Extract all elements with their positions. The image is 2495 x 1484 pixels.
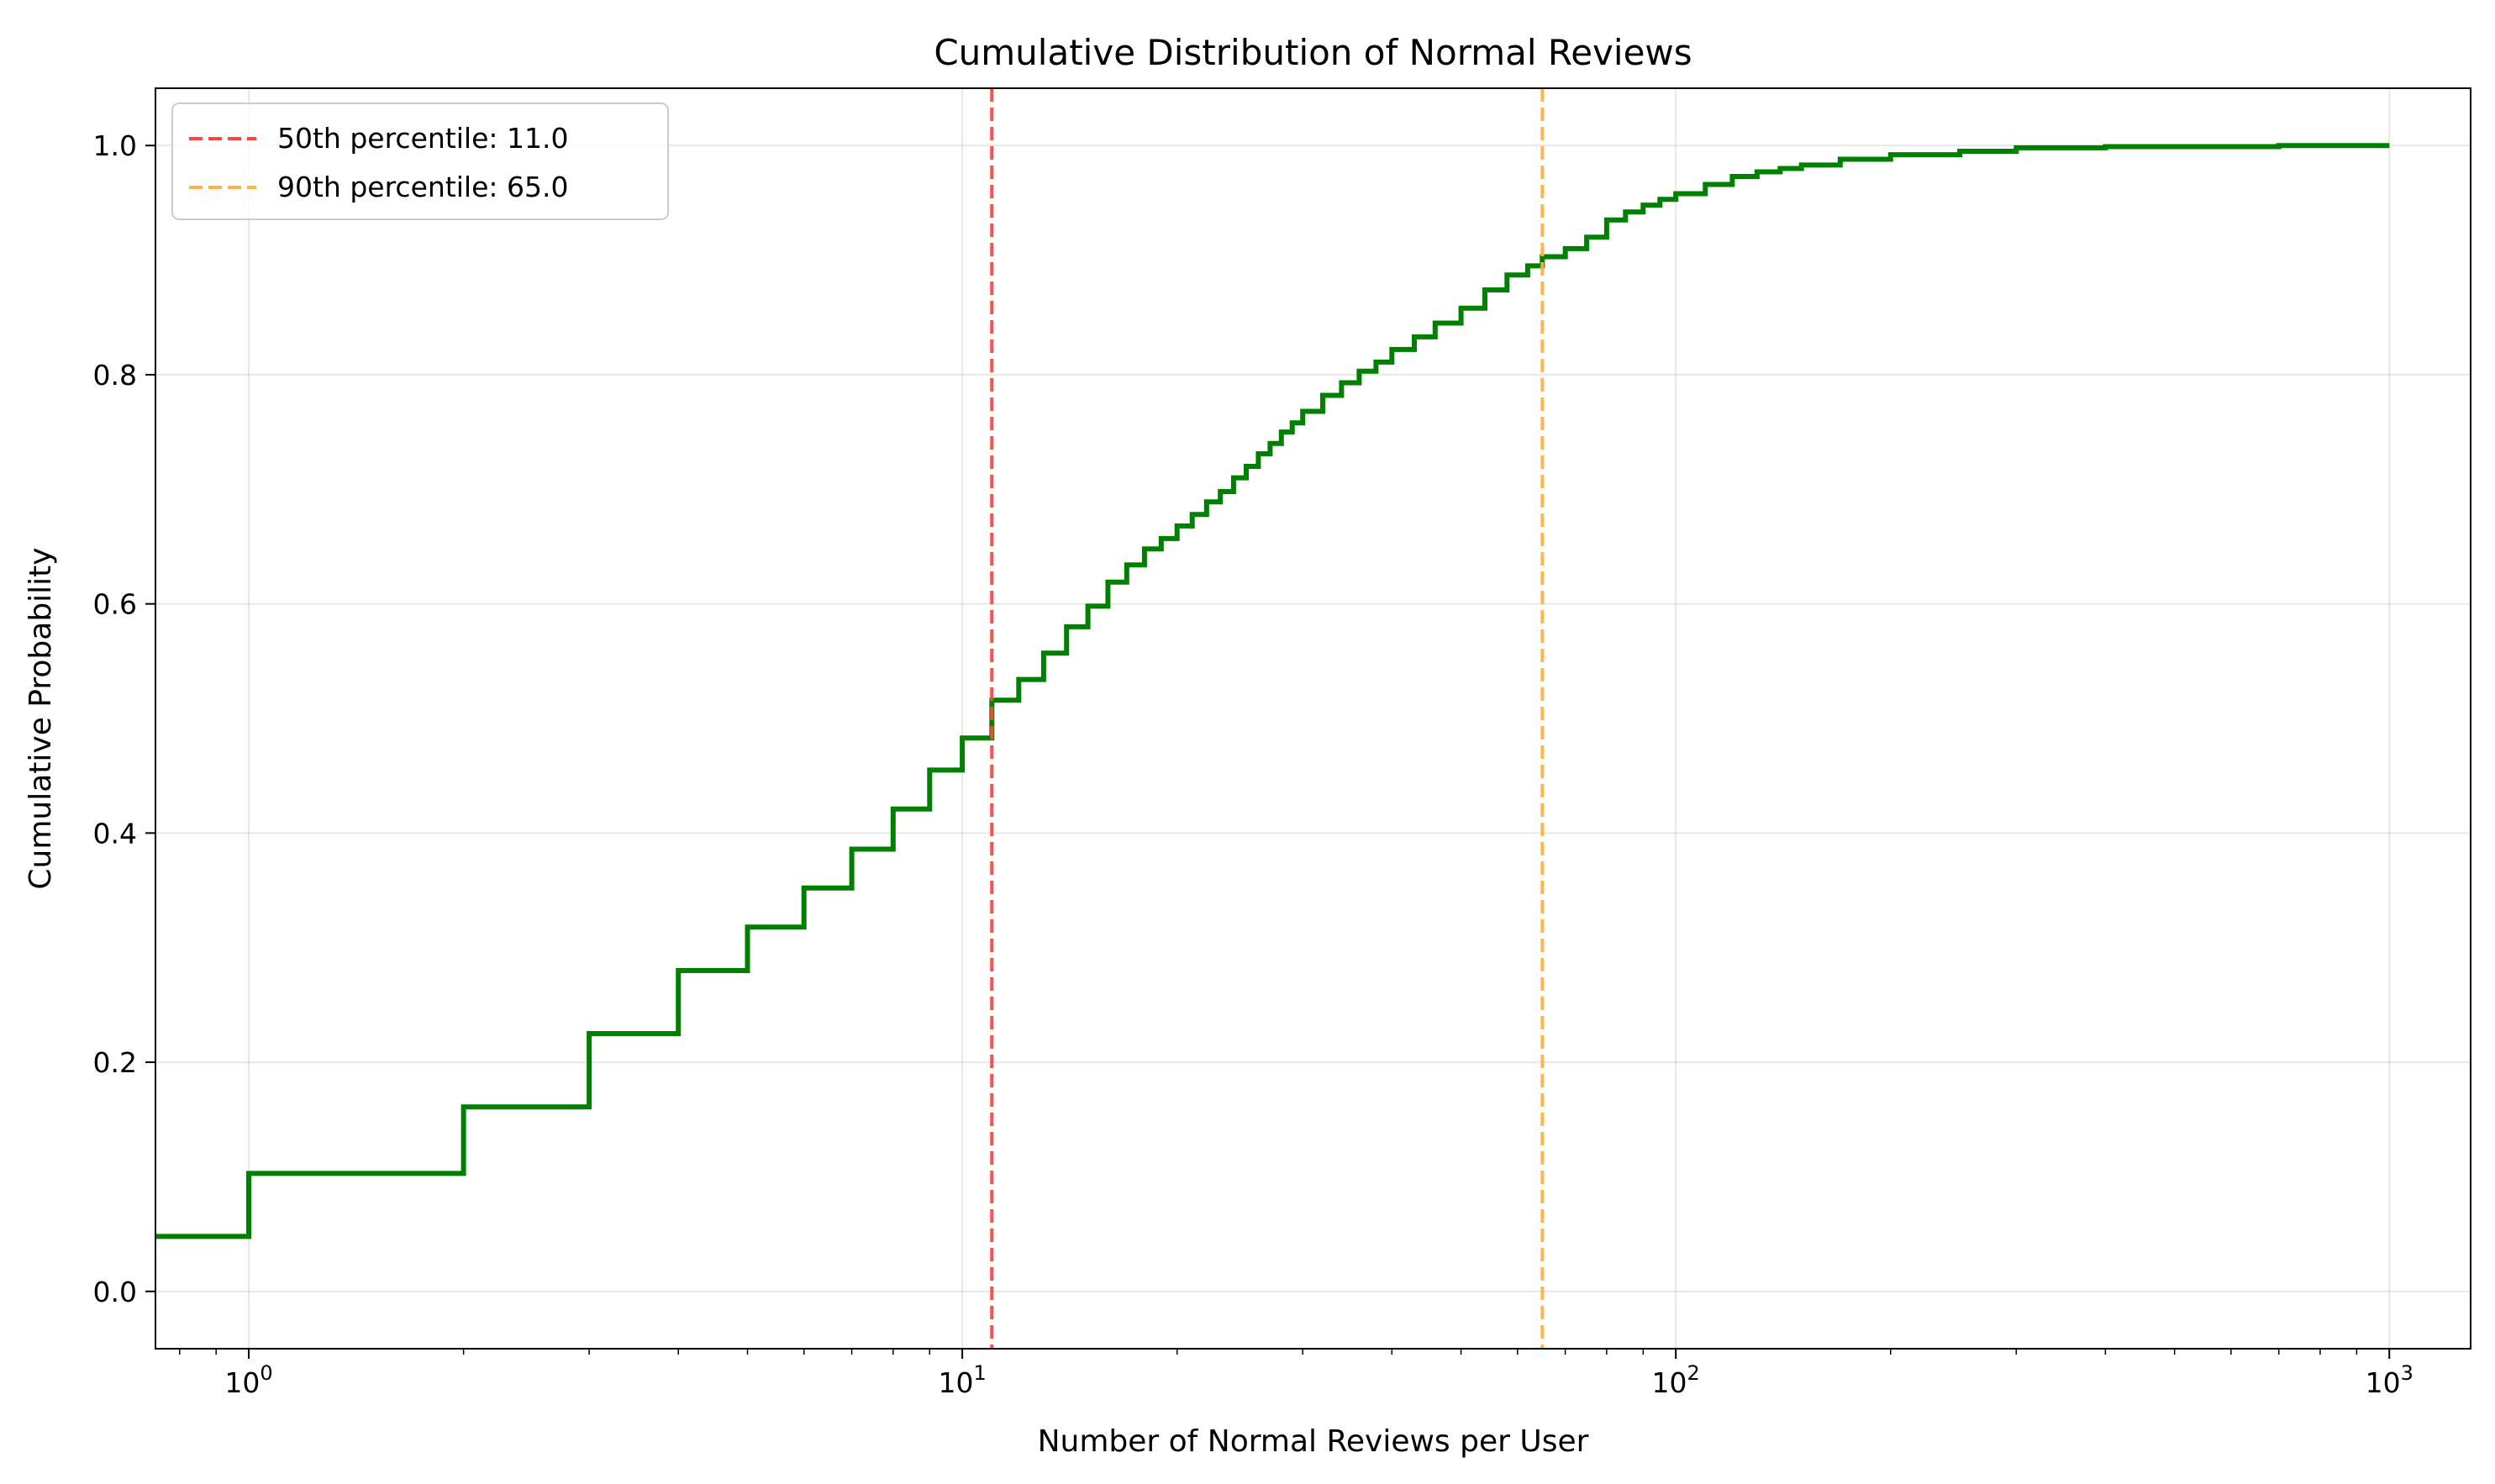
axes-frame — [155, 87, 2471, 1350]
y-tick-label: 1.0 — [93, 129, 137, 162]
y-tick-label: 0.8 — [93, 359, 137, 392]
y-tick-label: 0.6 — [93, 588, 137, 621]
legend-box — [171, 103, 669, 220]
plot-area — [155, 88, 2390, 1349]
y-tick-label: 0.0 — [93, 1276, 137, 1308]
cdf-step-line — [155, 143, 2390, 1239]
x-axis: 100 101 102 103 — [178, 1349, 2413, 1399]
y-tick-label: 0.4 — [93, 817, 137, 850]
y-axis: 0.0 0.2 0.4 0.6 0.8 1.0 — [93, 129, 155, 1308]
legend-label: 50th percentile: 11.0 — [277, 122, 568, 155]
legend: 50th percentile: 11.0 90th percentile: 65… — [171, 103, 669, 220]
y-tick-label: 0.2 — [93, 1046, 137, 1079]
y-axis-label: Cumulative Probability — [24, 547, 58, 889]
x-axis-label: Number of Normal Reviews per User — [1038, 1424, 1589, 1459]
legend-label: 90th percentile: 65.0 — [277, 171, 568, 203]
chart-title: Cumulative Distribution of Normal Review… — [934, 32, 1692, 73]
x-tick-label: 100 — [224, 1361, 272, 1399]
x-tick-label: 103 — [2366, 1361, 2413, 1399]
x-tick-label: 102 — [1652, 1361, 1700, 1399]
x-tick-label: 101 — [938, 1361, 986, 1399]
